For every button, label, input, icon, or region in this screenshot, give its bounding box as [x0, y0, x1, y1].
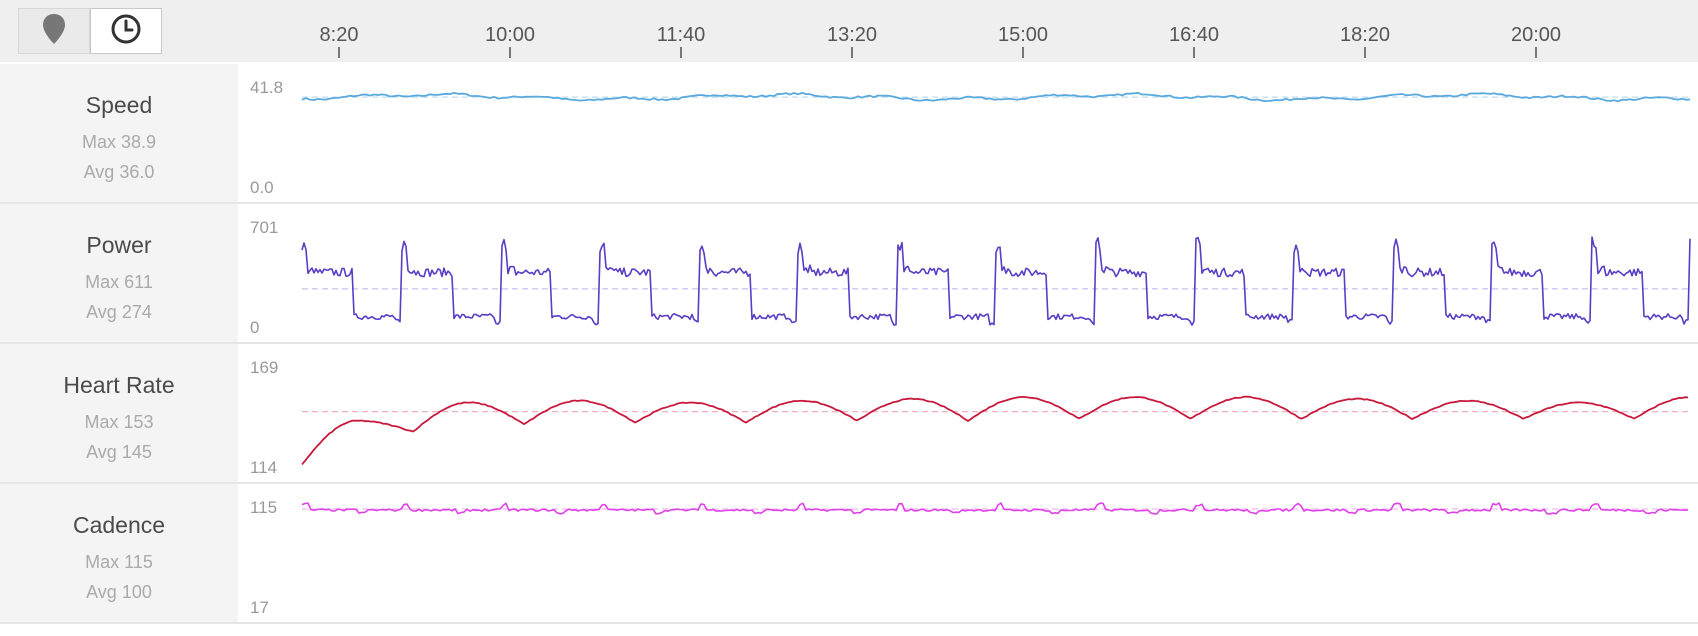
power-plot: [240, 204, 1698, 342]
heart-rate-series-line: [301, 395, 1689, 465]
speed-plot: [240, 64, 1698, 202]
time-tick-mark: [1535, 47, 1537, 58]
speed-max: Max 38.9: [81, 132, 157, 152]
time-tick-mark: [1364, 47, 1366, 58]
time-tick-mark: [1022, 47, 1024, 58]
power-label-panel: Power Max 611 Avg 274: [0, 204, 238, 342]
heart-rate-y-max: 169: [250, 358, 279, 377]
time-tick-mark: [851, 47, 853, 58]
time-tick-label: 8:20: [319, 24, 359, 46]
cadence-label-panel: Cadence Max 115 Avg 100: [0, 484, 238, 622]
heart-rate-max: Max 153: [84, 412, 154, 432]
speed-name: Speed: [85, 92, 153, 118]
cadence-y-min: 17: [250, 598, 269, 617]
time-tick-label: 13:20: [826, 24, 878, 46]
time-tick-mark: [1193, 47, 1195, 58]
time-tick-label: 18:20: [1339, 24, 1391, 46]
power-y-max: 701: [250, 218, 279, 237]
row-divider: [0, 622, 1698, 624]
time-tick-label: 20:00: [1510, 24, 1562, 46]
speed-avg: Avg 36.0: [83, 162, 155, 182]
power-row: Power Max 611 Avg 274 701 0: [0, 204, 1698, 342]
cadence-max: Max 115: [85, 552, 153, 572]
heart-rate-plot: [240, 344, 1698, 482]
power-max: Max 611: [85, 272, 153, 292]
time-tick-mark: [509, 47, 511, 58]
power-avg: Avg 274: [86, 302, 152, 322]
cadence-name: Cadence: [72, 512, 166, 538]
power-name: Power: [86, 232, 152, 258]
speed-label-panel: Speed Max 38.9 Avg 36.0: [0, 64, 238, 202]
cadence-y-max: 115: [250, 498, 278, 517]
time-tick-label: 15:00: [997, 24, 1049, 46]
time-view-button[interactable]: [90, 8, 162, 54]
cadence-plot: [240, 484, 1698, 622]
time-tick-label: 10:00: [484, 24, 536, 46]
heart-rate-row: Heart Rate Max 153 Avg 145 169 114: [0, 344, 1698, 482]
time-tick-mark: [338, 47, 340, 58]
heart-rate-name: Heart Rate: [63, 372, 175, 398]
cadence-series-line: [301, 502, 1689, 515]
time-tick-label: 16:40: [1168, 24, 1220, 46]
clock-icon: [110, 13, 142, 50]
row-divider: [0, 342, 1698, 344]
row-divider: [0, 202, 1698, 204]
speed-series-line: [301, 91, 1691, 103]
time-tick-mark: [680, 47, 682, 58]
heart-rate-y-min: 114: [250, 458, 278, 477]
speed-y-min: 0.0: [250, 178, 274, 197]
cadence-avg: Avg 100: [86, 582, 152, 602]
map-view-button[interactable]: [18, 8, 90, 54]
time-tick-label: 11:40: [656, 24, 706, 46]
heart-rate-avg: Avg 145: [86, 442, 152, 462]
heart-rate-label-panel: Heart Rate Max 153 Avg 145: [0, 344, 238, 482]
speed-y-max: 41.8: [250, 78, 284, 97]
power-series-line: [301, 236, 1691, 326]
row-divider: [0, 482, 1698, 484]
cadence-row: Cadence Max 115 Avg 100 115 17: [0, 484, 1698, 622]
power-y-min: 0: [250, 318, 260, 337]
time-axis-bar: 8:20 10:00 11:40 13:20 15:00 16:40 18:20 20:00: [0, 0, 1698, 62]
speed-row: Speed Max 38.9 Avg 36.0 41.8 0.0: [0, 64, 1698, 202]
map-pin-icon: [42, 13, 66, 50]
